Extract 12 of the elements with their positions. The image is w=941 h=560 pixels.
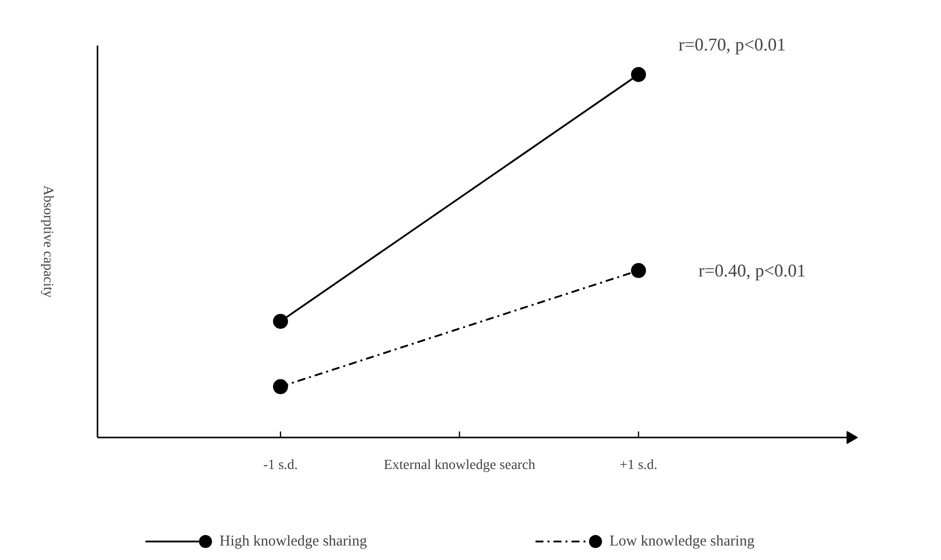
point [631,263,646,278]
point [273,379,288,394]
x-tick-label: -1 s.d. [263,458,298,473]
y-axis-title: Absorptive capacity [40,185,55,298]
legend-label: Low knowledge sharing [610,534,755,550]
x-axis-title: External knowledge search [384,458,536,473]
x-tick-label: +1 s.d. [620,458,658,473]
text: r=0.70, p<0.01 [678,34,786,54]
annotation: r=0.40, p<0.01 [698,260,806,281]
legend-label: High knowledge sharing [220,534,368,550]
point [273,314,288,329]
point [631,67,646,82]
